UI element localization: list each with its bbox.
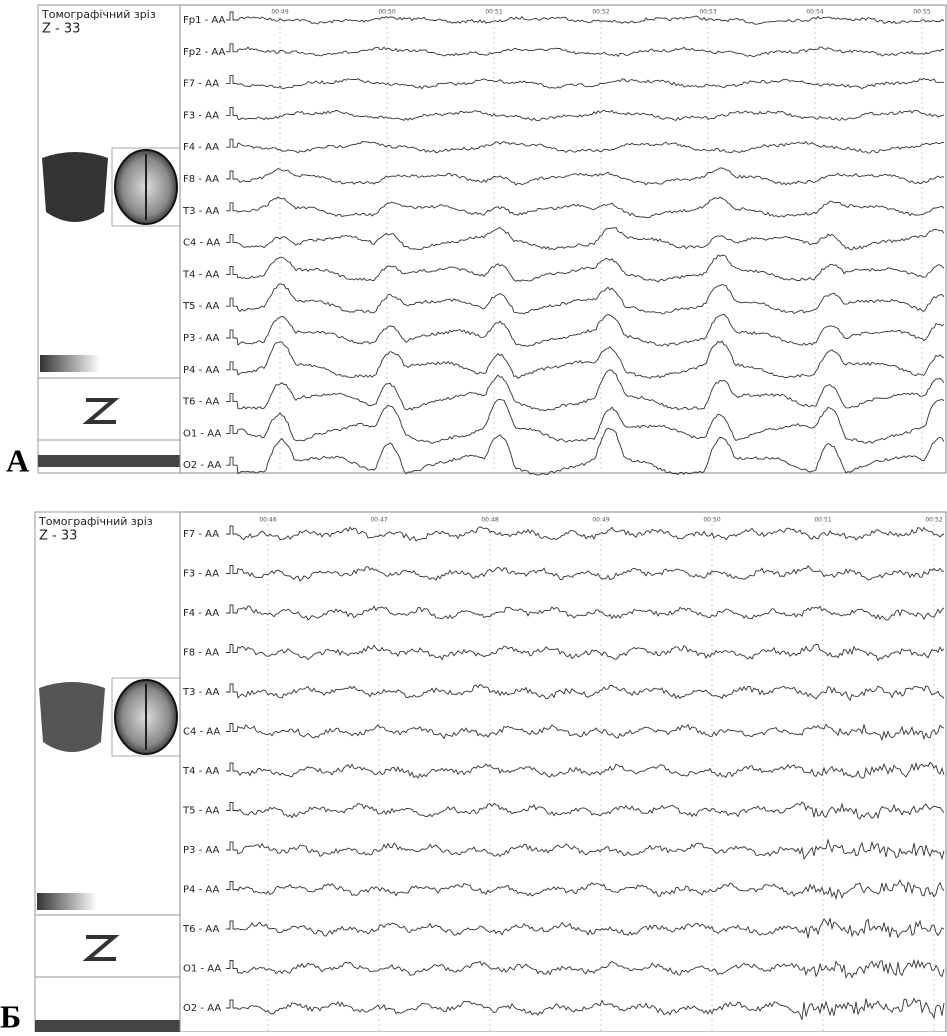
z-icon — [82, 935, 120, 961]
time-label: 00:54 — [806, 9, 823, 16]
eeg-trace — [226, 723, 945, 742]
eeg-trace — [226, 398, 945, 445]
eeg-trace — [226, 525, 945, 542]
channel-label: Fp1 - AA — [183, 15, 226, 26]
trace-area — [179, 4, 947, 474]
gradient-bar — [37, 893, 97, 910]
footer-bar — [38, 455, 180, 467]
time-label: 00:52 — [592, 9, 609, 16]
channel-label: F4 - AA — [183, 142, 219, 153]
time-label: 00:51 — [485, 9, 502, 16]
eeg-trace — [226, 11, 945, 25]
eeg-trace — [226, 427, 945, 476]
z-box — [34, 914, 181, 978]
sidebar-title: Томографічний зріз — [38, 515, 153, 528]
eeg-trace — [226, 838, 945, 861]
eeg-trace — [226, 43, 945, 58]
channel-label: T4 - AA — [182, 269, 220, 280]
eeg-trace — [226, 106, 945, 122]
eeg-trace — [226, 167, 945, 186]
eeg-trace — [226, 997, 945, 1020]
channel-label: T5 - AA — [182, 806, 220, 817]
time-label: 00:46 — [259, 517, 276, 524]
eeg-trace — [226, 918, 945, 939]
time-label: 00:47 — [370, 517, 387, 524]
time-label: 00:55 — [913, 9, 930, 16]
time-label: 00:51 — [814, 517, 831, 524]
channel-label: P4 - AA — [183, 885, 219, 896]
channel-label: F3 - AA — [183, 110, 219, 121]
channel-label: F4 - AA — [183, 608, 219, 619]
slice-label: Z - 33 — [42, 22, 80, 37]
channel-label: C4 - AA — [183, 238, 220, 249]
time-label: 00:50 — [703, 517, 720, 524]
panel-label: Б — [0, 998, 21, 1032]
eeg-trace — [226, 761, 945, 779]
channel-label: F7 - AA — [183, 79, 219, 90]
eeg-trace — [226, 283, 945, 315]
eeg-trace — [226, 604, 945, 621]
channel-label: F3 - AA — [183, 569, 219, 580]
channel-label: F8 - AA — [183, 648, 219, 659]
channel-label: T5 - AA — [182, 301, 220, 312]
channel-label: T3 - AA — [182, 687, 220, 698]
channel-label: F8 - AA — [183, 174, 219, 185]
trace-area — [179, 511, 947, 1033]
footer-bar — [35, 1020, 180, 1032]
time-label: 00:52 — [925, 517, 942, 524]
z-box — [37, 377, 181, 441]
slice-label: Z - 33 — [39, 529, 77, 544]
channel-label: T3 - AA — [182, 206, 220, 217]
channel-label: P3 - AA — [183, 845, 219, 856]
eeg-trace — [226, 196, 945, 219]
channel-label: P3 - AA — [183, 333, 219, 344]
eeg-trace — [226, 369, 945, 411]
z-icon — [82, 398, 120, 424]
eeg-trace — [226, 565, 945, 582]
channel-label: F7 - AA — [183, 529, 219, 540]
channel-label: O1 - AA — [183, 964, 221, 975]
eeg-trace — [226, 683, 945, 702]
time-label: 00:49 — [271, 9, 288, 16]
eeg-trace — [226, 313, 945, 347]
time-label: 00:49 — [592, 517, 609, 524]
channel-label: O2 - AA — [183, 460, 221, 471]
channel-label: O2 - AA — [183, 1003, 221, 1014]
eeg-trace — [226, 340, 945, 380]
channel-label: T4 - AA — [182, 766, 220, 777]
eeg-trace — [226, 879, 945, 901]
slice-thumbnail — [39, 682, 105, 752]
sidebar-title: Томографічний зріз — [41, 8, 156, 21]
time-label: 00:48 — [481, 517, 498, 524]
channel-label: P4 - AA — [183, 365, 219, 376]
channel-label: O1 - AA — [183, 428, 221, 439]
channel-label: T6 - AA — [182, 397, 220, 408]
channel-label: Fp2 - AA — [183, 47, 226, 58]
eeg-trace — [226, 75, 945, 90]
gradient-bar — [40, 355, 100, 372]
eeg-trace — [226, 226, 945, 251]
eeg-trace — [226, 254, 945, 283]
time-label: 00:53 — [699, 9, 716, 16]
channel-label: T6 - AA — [182, 924, 220, 935]
channel-label: C4 - AA — [183, 727, 220, 738]
eeg-trace — [226, 138, 945, 154]
eeg-trace — [226, 958, 945, 980]
panel-label: А — [6, 442, 29, 478]
eeg-trace — [226, 643, 945, 662]
eeg-trace — [226, 801, 945, 820]
time-label: 00:50 — [378, 9, 395, 16]
slice-thumbnail — [42, 152, 108, 222]
